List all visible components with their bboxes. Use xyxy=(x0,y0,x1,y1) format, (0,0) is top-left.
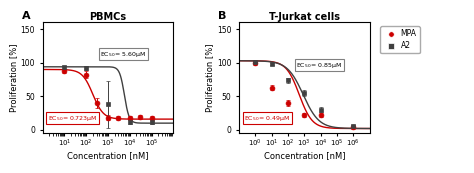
Y-axis label: Proliferation [%]: Proliferation [%] xyxy=(205,44,214,112)
X-axis label: Concentration [nM]: Concentration [nM] xyxy=(264,151,345,160)
Text: EC$_{50}$= 0.49μM: EC$_{50}$= 0.49μM xyxy=(244,114,290,123)
Text: EC$_{50}$= 5.60μM: EC$_{50}$= 5.60μM xyxy=(100,50,146,59)
Y-axis label: Proliferation [%]: Proliferation [%] xyxy=(9,44,18,112)
Title: T-Jurkat cells: T-Jurkat cells xyxy=(269,12,340,22)
Text: EC$_{50}$= 0.85μM: EC$_{50}$= 0.85μM xyxy=(296,61,342,70)
Title: PBMCs: PBMCs xyxy=(90,12,127,22)
Text: EC$_{50}$= 0.723μM: EC$_{50}$= 0.723μM xyxy=(48,114,97,123)
X-axis label: Concentration [nM]: Concentration [nM] xyxy=(67,151,149,160)
Text: B: B xyxy=(218,11,227,21)
Legend: MPA, A2: MPA, A2 xyxy=(380,26,420,53)
Text: A: A xyxy=(22,11,30,21)
